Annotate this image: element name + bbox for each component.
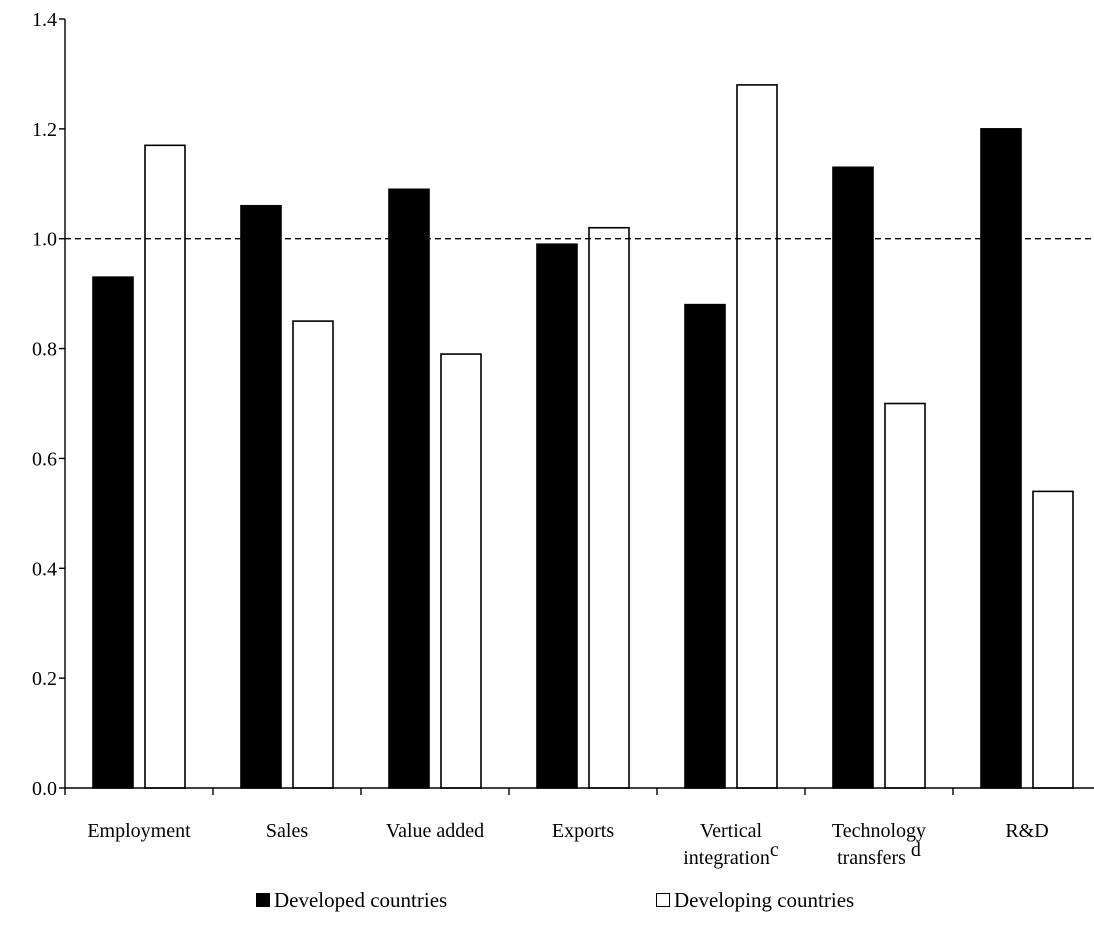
bar-developing-3: [588, 226, 630, 789]
legend-label-developed: Developed countries: [274, 887, 448, 912]
y-tick-label: 0.4: [32, 558, 57, 580]
axes-layer: [59, 18, 1094, 795]
category-label: Exports: [552, 820, 614, 842]
legend-swatch-developed: [256, 893, 270, 907]
category-label: Technology: [832, 820, 926, 842]
bar-developed-1: [240, 204, 282, 789]
bar-developing-4: [736, 84, 778, 789]
bar-developing-2: [440, 353, 482, 789]
category-label-line2: integrationc: [683, 839, 779, 869]
y-tick-label: 0.2: [32, 668, 57, 690]
y-tick-label: 1.4: [32, 9, 57, 31]
y-tick-label: 1.2: [32, 119, 57, 141]
category-label: Vertical: [700, 820, 763, 842]
bar-developing-1: [292, 320, 334, 789]
bar-developed-2: [388, 188, 430, 789]
y-tick-label: 0.0: [32, 778, 57, 800]
category-label: Employment: [87, 820, 191, 842]
legend-developed: Developed countries: [256, 887, 447, 913]
category-label: R&D: [1005, 820, 1048, 842]
y-tick-label: 0.8: [32, 339, 57, 361]
bar-developing-6: [1032, 490, 1074, 789]
category-label: Sales: [266, 820, 308, 842]
bars-layer: [92, 84, 1074, 789]
bar-chart: 0.0 0.2 0.4 0.6 0.8 1.0 1.2 1.4 Employment Sales V…: [32, 9, 1094, 869]
category-label-line2: transfers d: [837, 839, 921, 869]
labels-layer: 0.0 0.2 0.4 0.6 0.8 1.0 1.2 1.4 Employment Sales V…: [32, 9, 1049, 869]
bar-developed-5: [832, 166, 874, 789]
legend-developing: Developing countries: [656, 887, 854, 913]
bar-developed-3: [536, 243, 578, 789]
bar-developed-0: [92, 276, 134, 789]
bar-developed-6: [980, 128, 1022, 789]
legend-swatch-developing: [656, 893, 670, 907]
y-tick-label: 0.6: [32, 448, 57, 470]
y-tick-label: 1.0: [32, 229, 57, 251]
bar-developing-5: [884, 402, 926, 789]
legend-label-developing: Developing countries: [674, 887, 855, 912]
bar-developed-4: [684, 303, 726, 789]
category-label: Value added: [386, 820, 484, 842]
bar-developing-0: [144, 144, 186, 789]
